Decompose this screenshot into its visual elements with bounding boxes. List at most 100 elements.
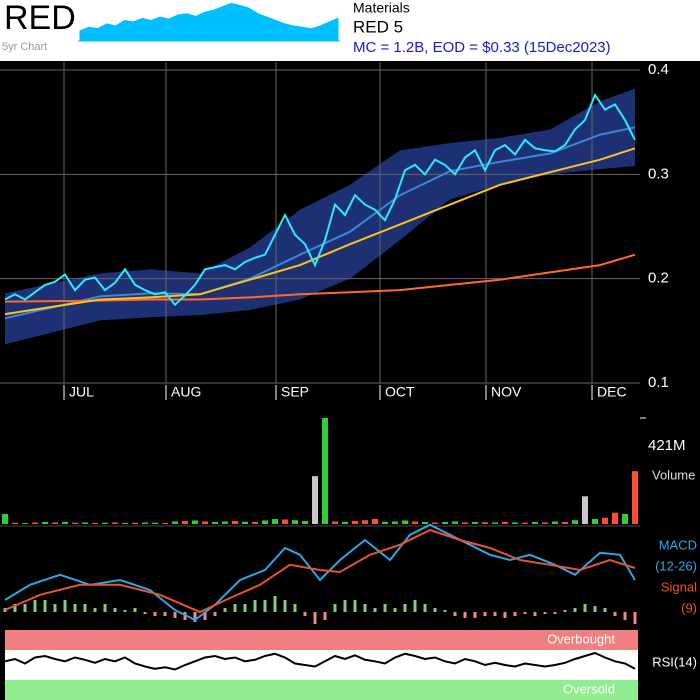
macd-histogram-bar [433,608,437,612]
volume-bar [512,522,518,524]
volume-bar [412,521,418,524]
volume-bar [232,520,238,524]
macd-histogram-bar [123,610,127,612]
volume-bar [12,522,18,524]
volume-bar [222,521,228,524]
volume-bar [342,521,348,524]
volume-bar [102,522,108,524]
macd-histogram-bar [313,612,317,624]
macd-histogram-bar [353,600,357,612]
volume-bar [332,521,338,524]
macd-histogram-bar [383,604,387,612]
macd-histogram-bar [23,604,27,612]
macd-histogram-bar [243,604,247,612]
legend-name: MACD [659,537,697,552]
volume-bar [92,522,98,524]
rsi-line [4,651,636,671]
legend-subtitle: (12-26) [655,558,697,573]
volume-bar [212,521,218,524]
five-year-area [79,2,339,42]
volume-bar [362,520,368,524]
volume-label: Volume [652,467,695,482]
volume-bar [572,520,578,524]
x-tick-label: NOV [491,384,522,400]
volume-bar [482,522,488,524]
macd-histogram-bar [283,600,287,612]
macd-histogram-bar [373,608,377,612]
volume-bar [592,518,598,524]
volume-bar [22,522,28,524]
volume-bar [202,521,208,524]
volume-bar [392,521,398,524]
volume-bar [282,519,288,524]
volume-bar [132,522,138,524]
volume-bar [182,520,188,524]
rsi-band [5,680,638,700]
macd-histogram-bar [263,600,267,612]
x-tick-label: SEP [281,384,309,400]
volume-bar [242,521,248,524]
volume-bar [502,521,508,524]
rsi-band [5,630,638,650]
volume-bar [42,521,48,524]
volume-bar [272,518,278,524]
macd-histogram-bar [173,612,177,618]
volume-bar [452,521,458,524]
volume-bar [442,521,448,524]
macd-histogram-bar [113,608,117,612]
five-year-label: 5yr Chart [2,41,47,53]
macd-histogram-bar [393,608,397,612]
volume-bar [472,521,478,524]
stock-name: RED 5 [353,17,403,36]
macd-histogram-bar [93,608,97,612]
volume-bar [522,522,528,524]
y-tick-label: 0.2 [648,270,669,287]
x-tick-label: JUL [69,384,94,400]
macd-histogram-bar [153,612,157,616]
volume-bar [602,517,608,524]
macd-histogram-bar [73,604,77,612]
macd-histogram-bar [323,612,327,620]
macd-histogram-bar [233,604,237,612]
macd-histogram-bar [333,604,337,612]
volume-bar [32,522,38,524]
volume-bar [542,522,548,524]
volume-bar [462,522,468,524]
macd-histogram-bar [563,610,567,612]
volume-bar [612,512,618,524]
macd-histogram-bar [33,600,37,612]
volume-bar [492,522,498,524]
macd-histogram-bar [443,610,447,612]
volume-bar [322,418,328,524]
macd-histogram-bar [253,600,257,612]
volume-bar [562,521,568,524]
macd-histogram-bar [43,600,47,612]
macd-histogram-bar [293,604,297,612]
macd-histogram-bar [633,612,637,624]
volume-bar [162,522,168,524]
macd-line [4,528,636,614]
volume-bar [262,520,268,524]
volume-bar [402,520,408,524]
y-tick-label: 0.3 [648,165,669,182]
legend-name: Signal [661,579,697,594]
macd-histogram-bar [583,604,587,612]
macd-histogram-bar [203,612,207,620]
volume-bar [622,513,628,524]
volume-bar [112,522,118,524]
macd-histogram-bar [303,612,307,616]
macd-histogram-bar [593,606,597,612]
macd-histogram-bar [513,612,517,616]
y-tick-label: 0.1 [648,374,669,391]
volume-bar [582,496,588,524]
volume-bar [142,522,148,524]
price-line [4,147,636,316]
macd-histogram-bar [503,612,507,618]
sector: Materials [353,0,410,16]
macd-histogram-bar [403,604,407,612]
macd-histogram-bar [463,612,467,618]
x-tick-label: DEC [597,384,627,400]
volume-bar [52,522,58,524]
